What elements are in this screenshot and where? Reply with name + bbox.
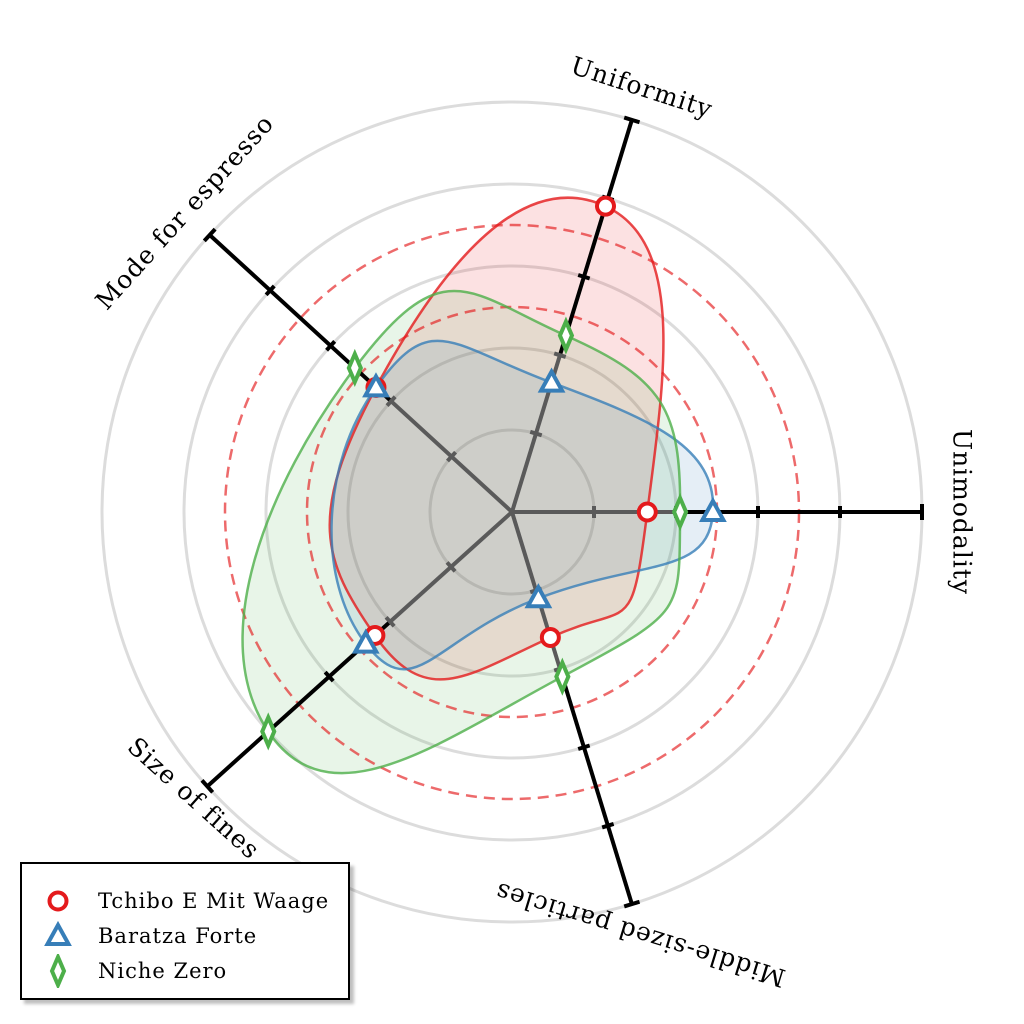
legend-label-niche: Niche Zero [98, 959, 228, 983]
legend-label-baratza: Baratza Forte [98, 924, 258, 948]
series-fill-2 [242, 290, 681, 774]
marker-diamond-2-4 [671, 492, 689, 532]
axis-tick-1-4 [202, 227, 217, 243]
marker-circle-0-4 [636, 501, 658, 523]
marker-triangle-1-1 [362, 372, 390, 398]
legend-label-tchibo: Tchibo E Mit Waage [98, 889, 330, 913]
axis-tick-0-0 [529, 429, 543, 438]
series-fills [242, 197, 714, 774]
axis-outer-1 [208, 233, 393, 403]
marker-diamond-2-3 [554, 657, 571, 696]
axis-tick-1-0 [446, 450, 458, 463]
marker-triangle-1-3 [524, 583, 553, 609]
legend-item-tchibo: Tchibo E Mit Waage [40, 884, 329, 918]
marker-triangle-1-0 [537, 367, 566, 393]
axis-label-4: Unimodality [948, 429, 977, 595]
triangle-marker-icon [44, 920, 72, 946]
marker-circle-0-3 [539, 626, 561, 648]
axis-tick-2-4 [200, 779, 215, 794]
series-outline-1 [330, 339, 715, 671]
axis-tick-2-2 [323, 670, 335, 683]
axis-tick-2-1 [384, 615, 396, 628]
axis-label-0: Uniformity [567, 51, 716, 124]
axis-outer-3 [558, 668, 634, 905]
axis-tick-0-4 [623, 115, 641, 125]
marker-circle-0-0 [595, 195, 617, 217]
axis-tick-1-1 [385, 395, 397, 407]
axis-tick-2-0 [445, 561, 457, 573]
diamond-marker-icon [49, 954, 67, 988]
axis-tick-3-3 [601, 822, 615, 830]
axis-tick-1-2 [325, 340, 337, 352]
marker-diamond-2-1 [346, 348, 363, 388]
marker-diamond-2-2 [260, 712, 277, 751]
axis-tick-1-3 [264, 284, 276, 297]
axis-tick-3-4 [623, 899, 641, 909]
series-markers [260, 195, 727, 751]
legend-item-baratza: Baratza Forte [40, 919, 257, 953]
axis-tick-0-1 [553, 351, 567, 359]
marker-triangle-1-4 [699, 496, 727, 522]
axis-label-3: Middle-sized particles [491, 877, 788, 993]
axis-outer-0 [558, 119, 634, 356]
legend-item-niche: Niche Zero [40, 954, 227, 988]
axis-label-1: Mode for espresso [90, 109, 280, 315]
marker-triangle-1-2 [351, 628, 380, 654]
marker-diamond-2-0 [557, 316, 575, 355]
axis-tick-3-2 [577, 743, 591, 751]
axis-tick-0-2 [577, 273, 591, 281]
series-outline-0 [328, 196, 665, 681]
legend: Tchibo E Mit Waage Baratza Forte Niche Z… [20, 862, 350, 1000]
circle-marker-icon [47, 890, 69, 912]
